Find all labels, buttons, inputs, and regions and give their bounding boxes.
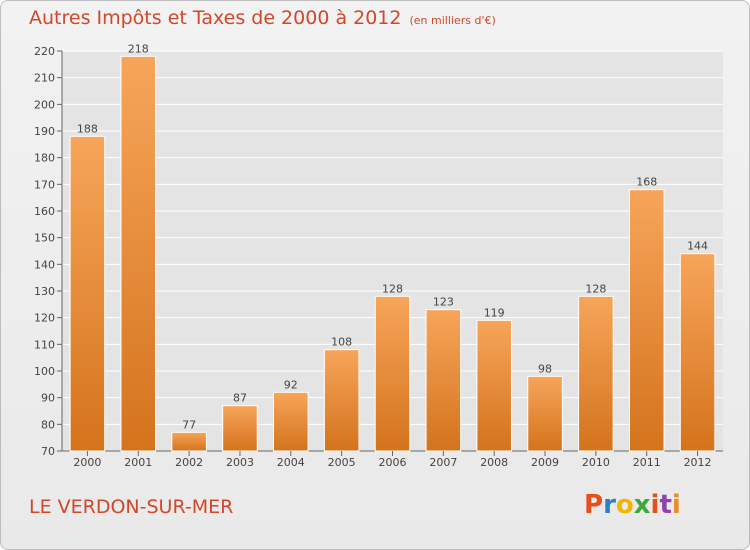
bar — [374, 295, 411, 452]
commune-name: LE VERDON-SUR-MER — [29, 496, 234, 518]
data-label: 218 — [128, 42, 149, 55]
chart-title: Autres Impôts et Taxes de 2000 à 2012 (en… — [29, 7, 496, 29]
x-tick-label: 2002 — [175, 456, 203, 469]
bar — [425, 309, 462, 452]
bar — [273, 391, 309, 452]
logo-letter: o — [615, 490, 634, 520]
y-tick-label: 220 — [34, 45, 55, 58]
y-tick-label: 80 — [41, 418, 55, 431]
logo-letter: P — [584, 490, 604, 520]
data-label: 128 — [382, 282, 403, 295]
y-tick-label: 120 — [34, 312, 55, 325]
x-tick-label: 2007 — [429, 456, 457, 469]
y-tick-label: 190 — [34, 125, 55, 138]
y-tick-label: 150 — [34, 232, 55, 245]
data-label: 119 — [484, 306, 505, 319]
x-tick-label: 2011 — [633, 456, 661, 469]
x-tick-label: 2012 — [684, 456, 712, 469]
x-tick-label: 2000 — [73, 456, 101, 469]
bar — [171, 431, 207, 452]
data-label: 98 — [538, 362, 552, 375]
bar — [527, 375, 563, 452]
x-tick-label: 2003 — [226, 456, 254, 469]
y-tick-label: 140 — [34, 258, 55, 271]
data-label: 123 — [433, 296, 454, 309]
x-tick-label: 2010 — [582, 456, 610, 469]
y-tick-label: 180 — [34, 152, 55, 165]
y-tick-label: 200 — [34, 98, 55, 111]
chart-title-text: Autres Impôts et Taxes de 2000 à 2012 — [29, 7, 402, 29]
data-label: 144 — [687, 240, 708, 253]
y-tick-label: 100 — [34, 365, 55, 378]
data-label: 168 — [636, 176, 657, 189]
data-label: 108 — [331, 336, 352, 349]
bar — [679, 253, 716, 452]
bar — [628, 189, 665, 452]
y-tick-label: 70 — [41, 445, 55, 458]
bar — [222, 405, 258, 452]
chart-unit: (en milliers d'€) — [409, 14, 496, 27]
x-tick-label: 2006 — [379, 456, 407, 469]
y-tick-label: 210 — [34, 72, 55, 85]
y-tick-label: 90 — [41, 392, 55, 405]
y-tick-label: 110 — [34, 338, 55, 351]
x-tick-label: 2008 — [480, 456, 508, 469]
data-label: 77 — [182, 418, 196, 431]
logo-letter: t — [659, 490, 672, 520]
y-tick-label: 130 — [34, 285, 55, 298]
logo-letter: i — [671, 490, 681, 520]
y-tick-label: 170 — [34, 178, 55, 191]
data-label: 92 — [284, 378, 298, 391]
y-tick-label: 160 — [34, 205, 55, 218]
data-label: 87 — [233, 392, 247, 405]
data-label: 188 — [77, 122, 98, 135]
x-tick-label: 2001 — [124, 456, 152, 469]
logo-letter: i — [650, 490, 660, 520]
x-tick-label: 2005 — [328, 456, 356, 469]
logo-letter: r — [603, 490, 616, 520]
proxiti-logo: Proxiti — [584, 490, 681, 520]
x-tick-label: 2004 — [277, 456, 305, 469]
bar — [120, 55, 157, 452]
data-label: 128 — [585, 282, 606, 295]
bar — [578, 295, 614, 452]
bar — [323, 349, 360, 452]
bar — [69, 135, 106, 452]
logo-letter: x — [633, 490, 651, 520]
x-tick-label: 2009 — [531, 456, 559, 469]
bar — [476, 319, 512, 452]
